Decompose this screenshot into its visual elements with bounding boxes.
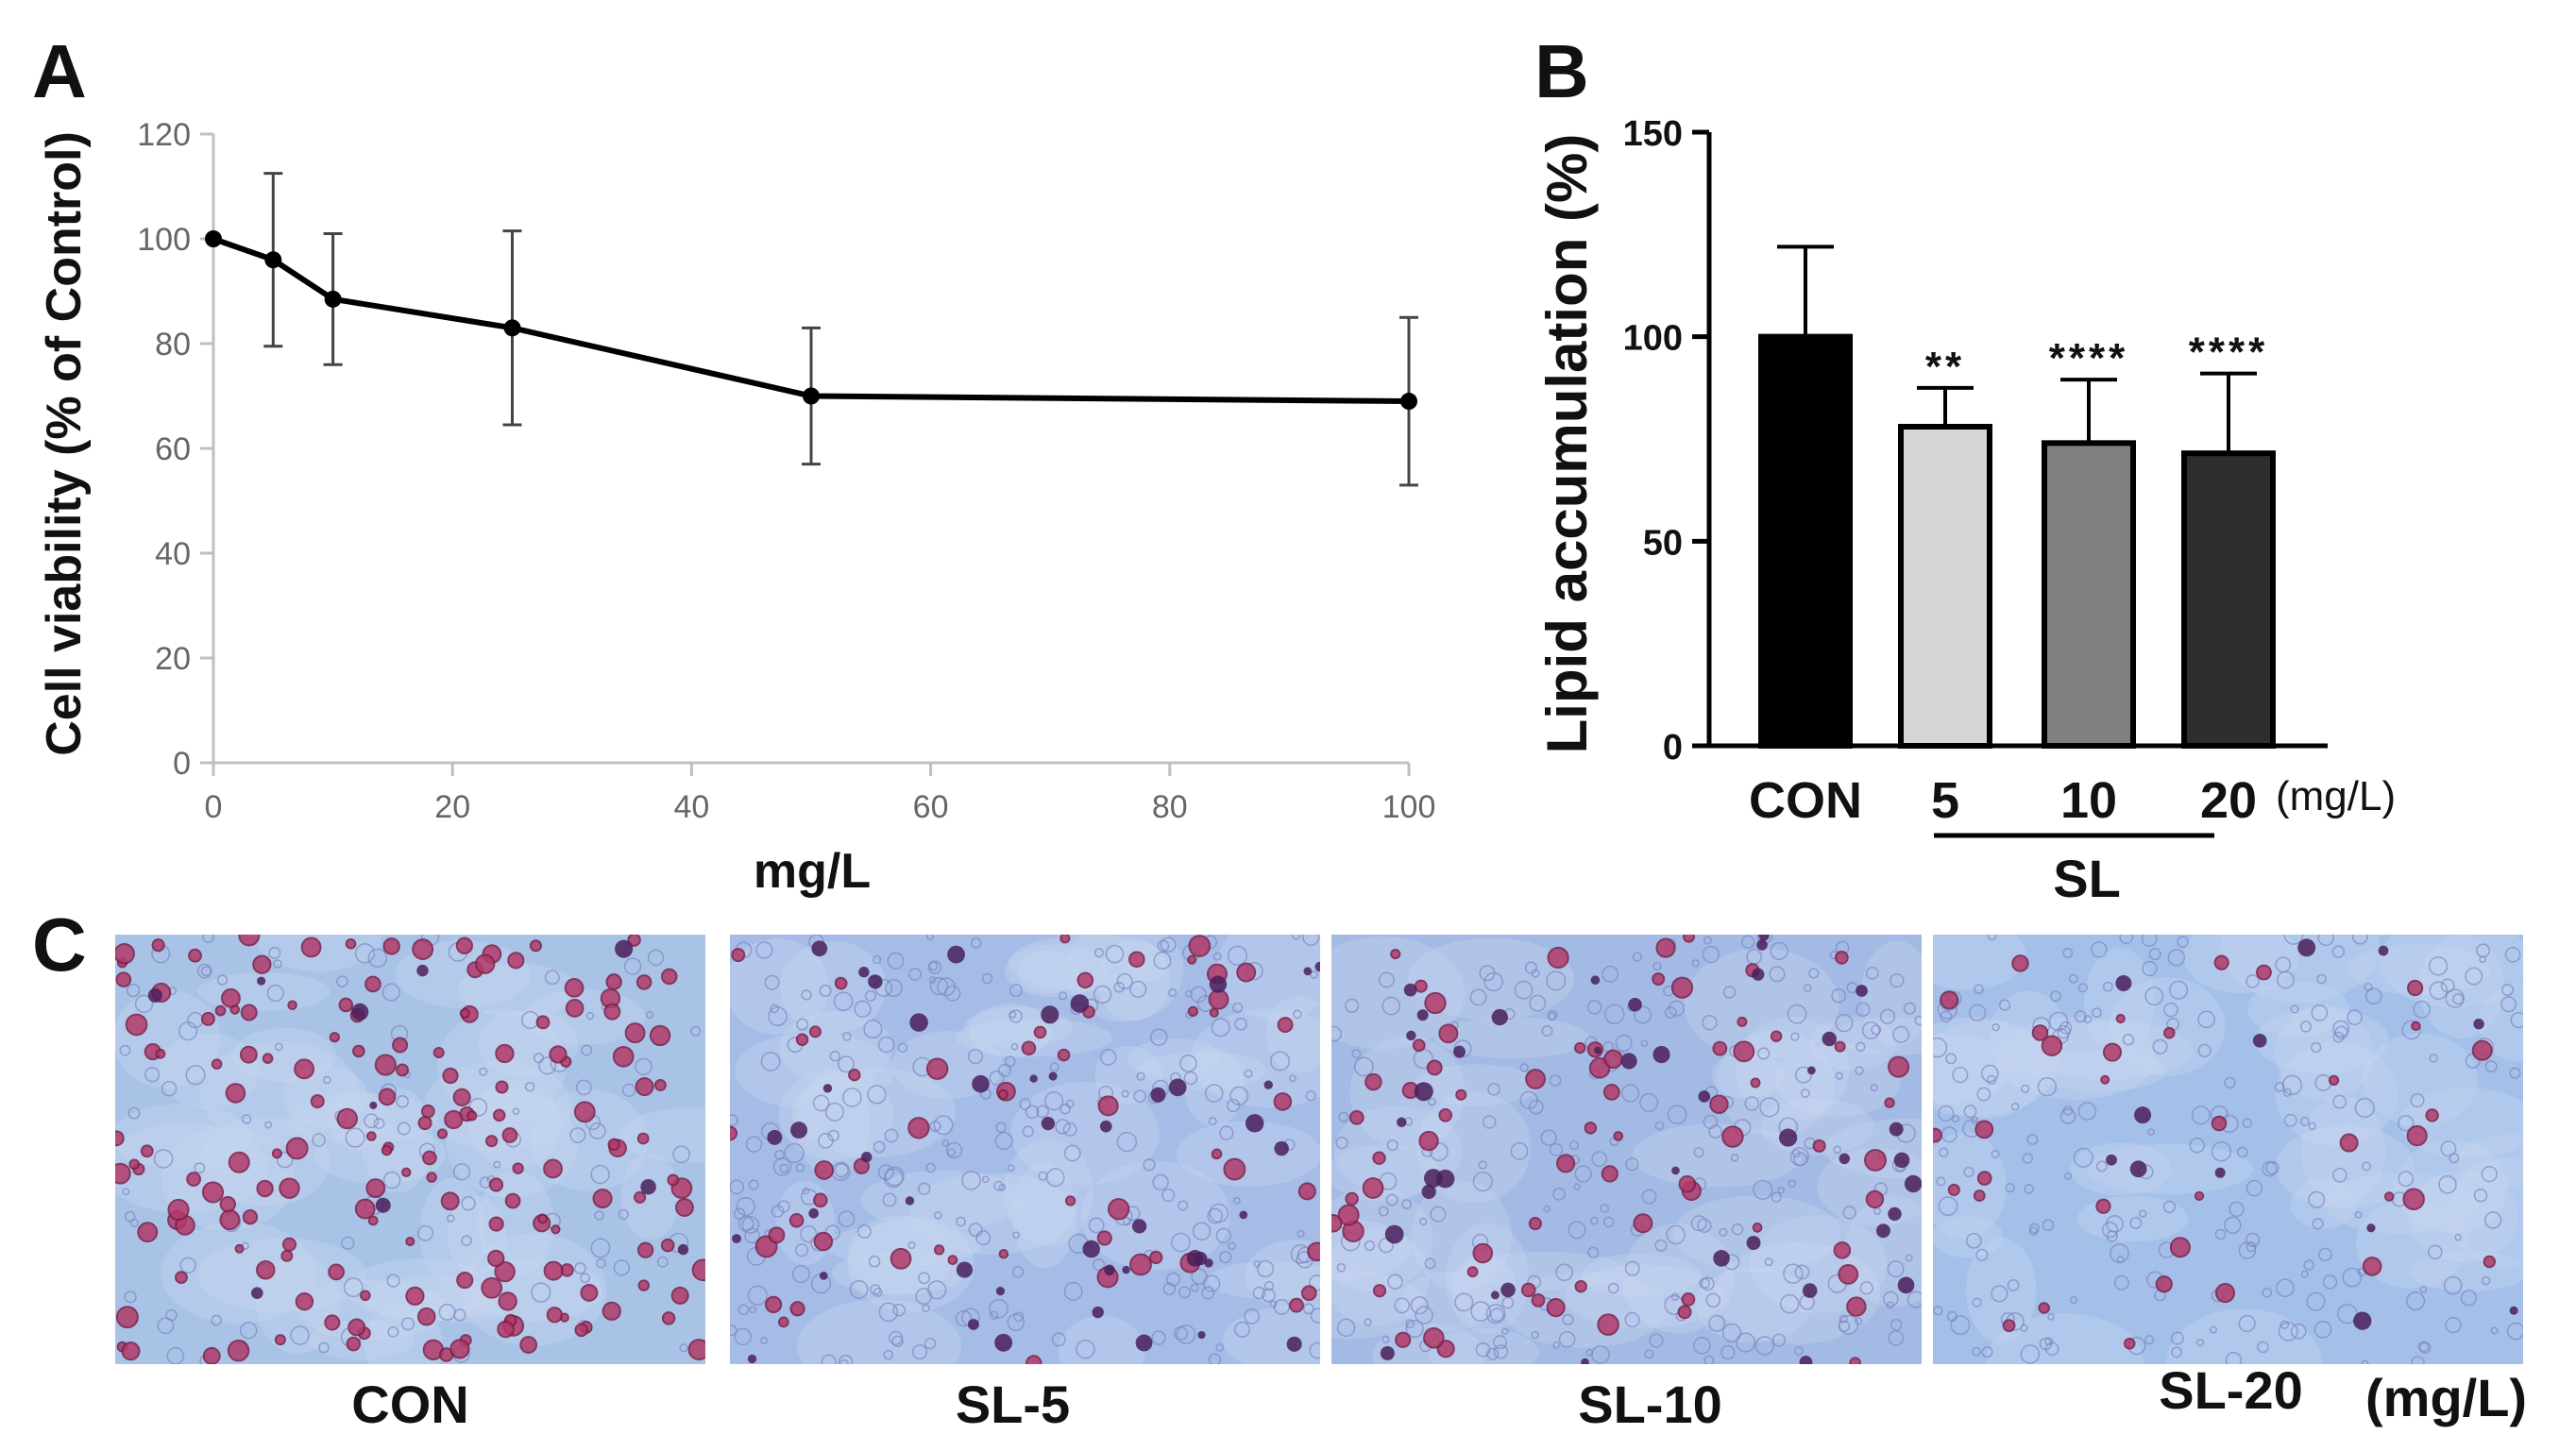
x-tick-label-a: 0 bbox=[205, 789, 223, 825]
micrograph-sl-10 bbox=[1331, 935, 1922, 1364]
x-tick-label-a: 40 bbox=[673, 789, 709, 825]
x-tick-label-b: 5 bbox=[1931, 772, 1959, 829]
lipid-accumulation-chart: CON 5 ** 10 **** 20 **** 0 50 100 150 Lipid accum… bbox=[1535, 114, 2396, 908]
micrograph-label-con: CON bbox=[351, 1375, 469, 1434]
y-tick-label-a: 20 bbox=[155, 641, 191, 677]
significance-mark: **** bbox=[2049, 335, 2129, 381]
bar-con bbox=[1758, 333, 1853, 749]
data-point-a bbox=[803, 387, 820, 405]
micrograph-label-sl-10: SL-10 bbox=[1578, 1375, 1722, 1434]
data-point-a bbox=[205, 230, 222, 247]
x-axis-label-a: mg/L bbox=[754, 844, 871, 899]
x-tick-label-b: CON bbox=[1749, 772, 1862, 829]
x-tick-label-a: 60 bbox=[913, 789, 949, 825]
sl-group-label: SL bbox=[2053, 849, 2121, 908]
bar-5 bbox=[1898, 424, 1992, 749]
x-tick-label-a: 80 bbox=[1152, 789, 1188, 825]
micrograph-sl-5 bbox=[730, 935, 1320, 1364]
y-tick-label-a: 60 bbox=[155, 431, 191, 467]
bar-20 bbox=[2181, 450, 2276, 749]
x-tick-label-b: 20 bbox=[2200, 772, 2257, 829]
data-point-a bbox=[503, 319, 521, 337]
y-axis-label-a: Cell viability (% of Control) bbox=[37, 131, 92, 756]
y-tick-label-a: 0 bbox=[173, 746, 191, 782]
x-tick-label-b: 10 bbox=[2060, 772, 2117, 829]
x-tick-label-a: 20 bbox=[434, 789, 470, 825]
y-tick-label-b: 150 bbox=[1623, 114, 1683, 154]
data-point-a bbox=[324, 290, 342, 308]
y-tick-label-a: 120 bbox=[137, 117, 191, 153]
micrograph-label-sl-20: SL-20 bbox=[2159, 1360, 2303, 1420]
y-tick-label-b: 0 bbox=[1663, 728, 1683, 768]
panel-c-letter: C bbox=[32, 903, 87, 987]
cell-viability-chart: 0 20 40 60 80 100 120 0 20 40 60 80 100 mg/L Cell vi… bbox=[37, 117, 1435, 899]
y-tick-label-b: 100 bbox=[1623, 319, 1683, 359]
micrograph-unit-label: (mg/L) bbox=[2365, 1368, 2527, 1427]
significance-mark: ** bbox=[1925, 344, 1965, 390]
bar-10 bbox=[2042, 440, 2136, 749]
panel-a-letter: A bbox=[32, 29, 87, 113]
y-tick-label-a: 100 bbox=[137, 222, 191, 258]
data-point-a bbox=[264, 251, 282, 269]
x-tick-label-a: 100 bbox=[1382, 789, 1436, 825]
y-tick-label-a: 40 bbox=[155, 536, 191, 572]
micrograph-con bbox=[115, 935, 705, 1364]
y-tick-label-a: 80 bbox=[155, 327, 191, 363]
cell-viability-line bbox=[212, 236, 1410, 405]
significance-mark: **** bbox=[2189, 329, 2269, 376]
y-tick-label-b: 50 bbox=[1643, 523, 1683, 563]
y-axis-label-b: Lipid accumulation (%) bbox=[1535, 134, 1599, 754]
panel-b-letter: B bbox=[1534, 29, 1589, 113]
micrograph-sl-20 bbox=[1933, 935, 2523, 1364]
unit-label-b: (mg/L) bbox=[2276, 773, 2396, 819]
micrograph-label-sl-5: SL-5 bbox=[955, 1375, 1071, 1434]
data-point-a bbox=[1400, 393, 1417, 411]
